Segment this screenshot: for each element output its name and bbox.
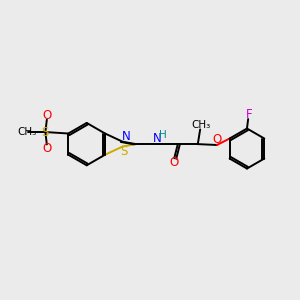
Text: CH₃: CH₃: [17, 127, 36, 137]
Text: H: H: [159, 130, 166, 140]
Text: F: F: [246, 108, 252, 121]
Text: CH₃: CH₃: [191, 120, 210, 130]
Text: S: S: [121, 145, 128, 158]
Text: S: S: [42, 125, 49, 139]
Text: O: O: [169, 157, 178, 169]
Text: O: O: [42, 142, 52, 155]
Text: N: N: [122, 130, 130, 143]
Text: O: O: [213, 134, 222, 146]
Text: O: O: [42, 109, 52, 122]
Text: N: N: [152, 132, 161, 145]
